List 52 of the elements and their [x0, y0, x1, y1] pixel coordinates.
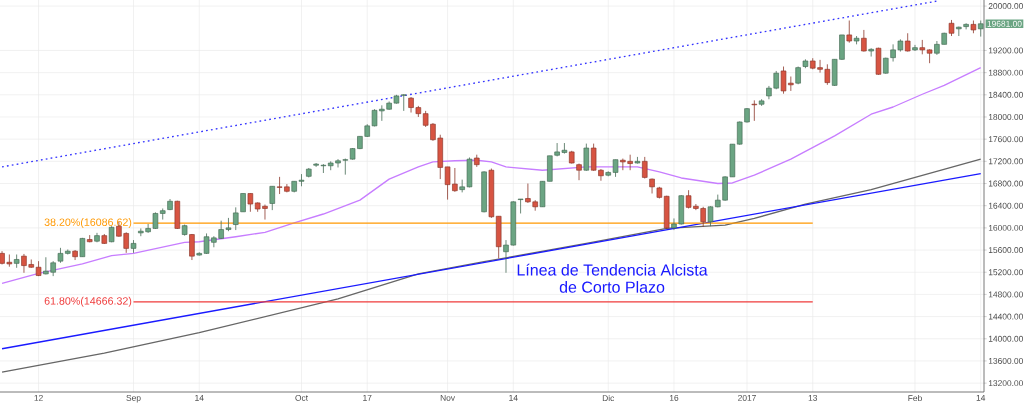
y-tick-label: 17200.00 — [988, 158, 1023, 165]
series-label: 38.20%(16086.62) — [44, 218, 132, 229]
candlestick — [583, 143, 590, 172]
x-tick-label: 12 — [34, 394, 43, 401]
candlestick — [904, 32, 911, 52]
series-label: 61.80%(14666.32) — [44, 296, 132, 307]
candlestick — [240, 193, 246, 213]
y-tick-label: 18000.00 — [988, 114, 1023, 120]
y-tick-label: 13200.00 — [988, 380, 1023, 387]
text: 19681.00 — [987, 20, 1022, 27]
y-tick-label: 18400.00 — [988, 91, 1023, 98]
x-tick-label: Nov — [440, 394, 456, 401]
y-tick-label: 13600.00 — [988, 357, 1023, 364]
candlestick — [269, 185, 276, 211]
y-tick-label: 16800.00 — [988, 180, 1023, 187]
x-tick-label: 14 — [976, 394, 986, 401]
candlestick — [649, 178, 655, 194]
candlestick — [72, 249, 78, 261]
candlestick — [247, 193, 254, 213]
x-tick-label: 2017 — [738, 394, 756, 401]
candlestick — [751, 99, 758, 122]
candlestick — [642, 156, 648, 179]
line-series — [1, 158, 982, 373]
x-tick-label: Oct — [295, 394, 308, 401]
y-tick-label: 17600.00 — [988, 136, 1023, 143]
x-tick-label: 16 — [669, 394, 679, 401]
x-tick-label: Sep — [126, 394, 141, 403]
y-tick-label: 20000.00 — [988, 3, 1023, 10]
y-tick-label: 19200.00 — [988, 47, 1023, 54]
candlestick — [846, 20, 853, 44]
y-tick-label: 18800.00 — [988, 69, 1023, 76]
y-tick-label: 16400.00 — [988, 202, 1023, 209]
candlestick — [189, 233, 195, 261]
y-tick-label: 14400.00 — [988, 313, 1023, 320]
x-tick-label: 14 — [195, 394, 204, 401]
x-tick-label: Dic — [602, 394, 615, 402]
candlestick — [233, 206, 239, 231]
candlestick — [861, 29, 867, 52]
x-tick-label: 14 — [509, 394, 518, 401]
candlestick — [963, 22, 969, 30]
annotation: Línea de Tendencia Alcista — [517, 263, 708, 276]
y-tick-label: 15600.00 — [988, 247, 1023, 254]
x-tick-label: 17 — [363, 394, 372, 401]
y-tick-label: 15200.00 — [988, 269, 1023, 276]
candlestick — [517, 198, 524, 214]
candlestick — [576, 163, 582, 181]
y-tick-label: 14800.00 — [988, 291, 1023, 298]
y-tick-label: 16000.00 — [988, 224, 1023, 231]
x-tick-label: Feb — [908, 394, 922, 402]
y-tick-label: 14000.00 — [988, 335, 1023, 342]
x-tick-label: 13 — [808, 394, 818, 401]
annotation: de Corto Plazo — [559, 281, 665, 293]
